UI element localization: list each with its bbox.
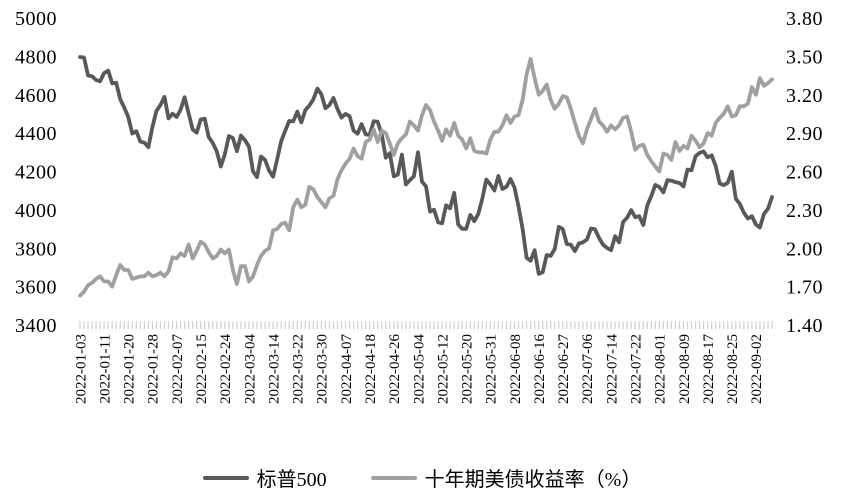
- sp500-legend-label: 标普500: [256, 469, 327, 491]
- x-axis-date-label: 2022-01-20: [122, 334, 138, 404]
- x-axis-date-label: 2022-08-01: [653, 334, 669, 404]
- left-axis-tick-label: 4600: [15, 85, 57, 107]
- left-axis-tick-label: 3800: [15, 238, 57, 260]
- x-axis-date-label: 2022-06-27: [556, 334, 572, 404]
- right-axis-tick-label: 2.90: [786, 123, 823, 145]
- x-axis-date-label: 2022-02-07: [170, 334, 186, 404]
- yield-line-swatch: [370, 475, 417, 480]
- right-axis-tick-label: 2.00: [786, 238, 823, 260]
- x-axis-date-label: 2022-01-11: [97, 334, 113, 403]
- right-axis-tick-label: 1.40: [786, 315, 823, 337]
- right-axis-tick-label: 3.80: [786, 8, 823, 30]
- x-axis-date-label: 2022-05-12: [435, 334, 451, 404]
- x-axis-date-label: 2022-03-14: [266, 334, 282, 404]
- left-axis-tick-label: 5000: [15, 8, 57, 30]
- x-axis-date-label: 2022-06-08: [508, 334, 524, 404]
- sp500-line-swatch: [202, 475, 249, 480]
- x-axis-date-label: 2022-08-09: [677, 334, 693, 404]
- x-axis-date-label: 2022-06-16: [532, 334, 548, 404]
- x-axis-date-label: 2022-03-04: [242, 334, 258, 404]
- left-axis-tick-label: 4800: [15, 46, 57, 68]
- x-axis-date-label: 2022-05-04: [411, 334, 427, 404]
- chart-canvas: 5000 4800 4600 4400 4200 4000 3800 3600 3400 3.8…: [15, 8, 823, 404]
- left-axis-tick-label: 4000: [15, 200, 57, 222]
- x-axis-date-label: 2022-02-24: [218, 334, 234, 404]
- x-axis-date-label: 2022-05-20: [459, 334, 475, 404]
- right-axis-tick-label: 2.30: [786, 200, 823, 222]
- legend: 标普500 十年期美债收益率（%）: [0, 463, 844, 492]
- x-axis-date-label: 2022-01-03: [73, 334, 89, 404]
- right-y-axis: 3.80 3.50 3.20 2.90 2.60 2.30 2.00 1.70 1.40: [786, 8, 823, 337]
- x-axis-date-label: 2022-03-30: [315, 334, 331, 404]
- legend-item-yield: 十年期美债收益率（%）: [370, 463, 642, 492]
- x-axis-date-label: 2022-07-06: [580, 334, 596, 404]
- right-axis-tick-label: 1.70: [786, 277, 823, 299]
- right-axis-tick-label: 3.50: [786, 46, 823, 68]
- x-axis-labels: 2022-01-03 2022-01-11 2022-01-20 2022-01-28…: [73, 334, 765, 404]
- x-axis-date-label: 2022-08-17: [701, 334, 717, 404]
- x-axis-date-label: 2022-04-26: [387, 334, 403, 404]
- left-y-axis: 5000 4800 4600 4400 4200 4000 3800 3600 3400: [15, 8, 57, 337]
- right-axis-tick-label: 3.20: [786, 85, 823, 107]
- x-axis-date-label: 2022-05-31: [484, 334, 500, 404]
- x-axis-date-label: 2022-09-02: [749, 334, 765, 404]
- x-axis-date-label: 2022-01-28: [146, 334, 162, 404]
- series-lines: [78, 55, 774, 298]
- left-axis-tick-label: 3400: [15, 315, 57, 337]
- x-axis-date-label: 2022-03-22: [291, 334, 307, 404]
- left-axis-tick-label: 3600: [15, 277, 57, 299]
- x-axis-tick-strip: [79, 321, 773, 329]
- x-axis-date-label: 2022-04-18: [363, 334, 379, 404]
- x-axis-date-label: 2022-07-22: [628, 334, 644, 404]
- yield-legend-label: 十年期美债收益率（%）: [424, 469, 642, 491]
- x-axis-date-label: 2022-02-15: [194, 334, 210, 404]
- left-axis-tick-label: 4400: [15, 123, 57, 145]
- x-axis-date-label: 2022-07-14: [604, 334, 620, 404]
- right-axis-tick-label: 2.60: [786, 162, 823, 184]
- sp500-line-series: [78, 55, 774, 276]
- x-axis-date-label: 2022-04-07: [339, 334, 355, 404]
- legend-item-sp500: 标普500: [202, 463, 327, 492]
- x-axis-date-label: 2022-08-25: [725, 334, 741, 404]
- left-axis-tick-label: 4200: [15, 162, 57, 184]
- yield-line-series: [78, 57, 774, 298]
